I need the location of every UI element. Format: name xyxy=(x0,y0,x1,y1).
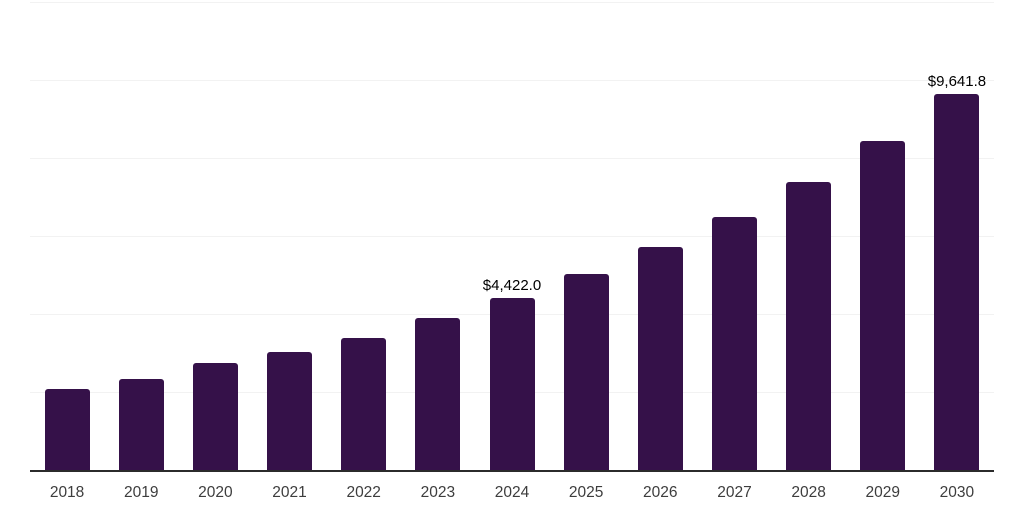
x-tick-label: 2025 xyxy=(568,484,604,501)
gridline xyxy=(30,158,994,159)
bar-2020 xyxy=(192,363,238,470)
bar-2022 xyxy=(341,337,387,470)
x-tick-label: 2024 xyxy=(494,484,530,501)
bar-value-label: $4,422.0 xyxy=(482,276,542,294)
x-tick-label: 2020 xyxy=(198,484,233,501)
x-tick-label: 2026 xyxy=(643,484,678,501)
x-axis-line xyxy=(30,470,994,472)
gridline xyxy=(30,236,994,237)
bar-2026 xyxy=(637,247,683,470)
x-tick-label: 2027 xyxy=(717,484,752,501)
x-tick-label: 2021 xyxy=(272,484,307,501)
bar-2025 xyxy=(563,273,609,470)
bar-value-label: $9,641.8 xyxy=(927,72,987,90)
x-tick-label: 2023 xyxy=(420,484,456,501)
x-tick-label: 2028 xyxy=(791,484,826,501)
bar-2018 xyxy=(44,389,90,470)
x-tick-label: 2029 xyxy=(865,484,901,501)
x-tick-label: 2019 xyxy=(123,484,159,501)
x-tick-label: 2030 xyxy=(939,484,975,501)
bar-2023 xyxy=(415,318,461,470)
gridline xyxy=(30,80,994,81)
bar-2030 xyxy=(934,93,980,470)
x-tick-label: 2018 xyxy=(49,484,85,501)
bar-2029 xyxy=(860,140,906,470)
x-tick-label: 2022 xyxy=(346,484,381,501)
bar-2028 xyxy=(786,181,832,470)
bar-2027 xyxy=(711,216,757,470)
bar-2019 xyxy=(118,379,164,470)
bar-2021 xyxy=(267,351,313,470)
bar-2024 xyxy=(489,297,535,470)
gridline xyxy=(30,2,994,3)
